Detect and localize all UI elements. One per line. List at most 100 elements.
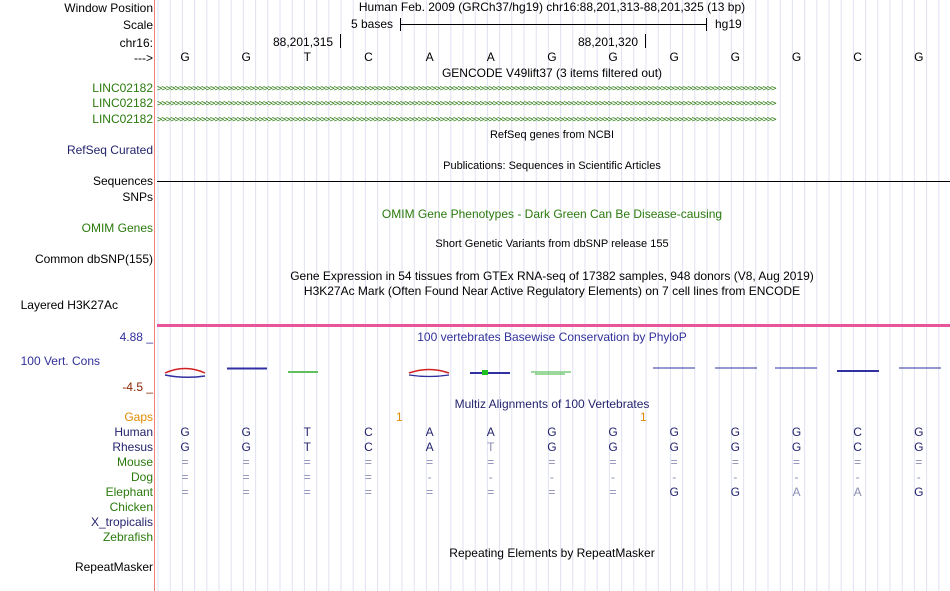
label-chrom: chr16:: [119, 36, 153, 50]
label-repeatmasker[interactable]: RepeatMasker: [74, 560, 153, 574]
scale-bar: [400, 24, 706, 25]
sequence-base: C: [364, 50, 373, 64]
elephant-aligned-base: =: [181, 485, 189, 499]
phylop-wiggle[interactable]: [155, 360, 950, 382]
phylop-track-title: 100 vertebrates Basewise Conservation by…: [417, 330, 687, 344]
elephant-aligned-base: =: [426, 485, 434, 499]
human-aligned-base: G: [669, 425, 679, 439]
mouse-aligned-base: =: [181, 455, 189, 469]
gap-count-2[interactable]: 1: [640, 410, 647, 424]
phylop-mark-2: [227, 367, 267, 370]
label-sequences[interactable]: Sequences: [92, 174, 153, 188]
assembly-position-text: Human Feb. 2009 (GRCh37/hg19) chr16:88,2…: [358, 0, 746, 14]
dog-aligned-base: -: [672, 470, 677, 484]
label-refseq-curated[interactable]: RefSeq Curated: [66, 143, 153, 157]
mouse-aligned-base: =: [792, 455, 800, 469]
elephant-aligned-base: =: [487, 485, 495, 499]
ruler-position-1: 88,201,315: [273, 35, 334, 49]
label-human[interactable]: Human: [114, 425, 153, 439]
elephant-aligned-base: A: [792, 485, 801, 499]
human-aligned-base: G: [791, 425, 802, 439]
sequence-base: A: [486, 50, 495, 64]
dog-aligned-base: -: [611, 470, 616, 484]
rhesus-aligned-base: G: [730, 440, 741, 454]
mouse-aligned-base: =: [364, 455, 372, 469]
label-linc02182-3[interactable]: LINC02182: [92, 112, 153, 126]
linc02182-gene-2[interactable]: >>>>>>>>>>>>>>>>>>>>>>>>>>>>>>>>>>>>>>>>…: [157, 99, 777, 109]
sequence-base: G: [914, 50, 924, 64]
phylop-peak-4: [408, 368, 450, 374]
rhesus-aligned-base: G: [914, 440, 924, 454]
elephant-aligned-base: G: [914, 485, 924, 499]
elephant-aligned-base: G: [730, 485, 741, 499]
mouse-aligned-base: =: [731, 455, 739, 469]
label-gaps[interactable]: Gaps: [124, 410, 153, 424]
sequence-base: G: [791, 50, 802, 64]
phylop-dip-4: [408, 374, 450, 378]
label-linc02182-1[interactable]: LINC02182: [92, 81, 153, 95]
gencode-track-title: GENCODE V49lift37 (3 items filtered out): [441, 66, 663, 80]
label-layered-h3k27ac[interactable]: Layered H3K27Ac: [20, 298, 118, 312]
mouse-aligned-base: =: [303, 455, 311, 469]
label-x-tropicalis[interactable]: X_tropicalis: [90, 515, 153, 529]
human-aligned-base: G: [241, 425, 251, 439]
label-linc02182-2[interactable]: LINC02182: [92, 96, 153, 110]
cons-min-value: -4.5 _: [122, 380, 153, 394]
scale-bar-left-tick: [400, 18, 401, 31]
label-snps[interactable]: SNPs: [122, 190, 153, 204]
label-common-dbsnp[interactable]: Common dbSNP(155): [34, 252, 153, 266]
human-aligned-base: G: [730, 425, 741, 439]
label-omim-genes[interactable]: OMIM Genes: [81, 221, 153, 235]
cons-max-value: 4.88 _: [119, 330, 153, 344]
phylop-mark-5: [470, 372, 510, 374]
label-dog[interactable]: Dog: [130, 470, 153, 484]
mouse-aligned-base: =: [548, 455, 556, 469]
label-zebrafish[interactable]: Zebrafish: [102, 530, 153, 544]
human-aligned-base: G: [914, 425, 924, 439]
dbsnp-track-title: Short Genetic Variants from dbSNP releas…: [435, 238, 669, 250]
repeatmasker-track-title: Repeating Elements by RepeatMasker: [449, 546, 655, 560]
elephant-aligned-base: =: [303, 485, 311, 499]
elephant-aligned-base: A: [853, 485, 862, 499]
sequence-base: T: [303, 50, 311, 64]
dog-aligned-base: =: [364, 470, 372, 484]
rhesus-aligned-base: C: [853, 440, 862, 454]
rhesus-aligned-base: C: [364, 440, 373, 454]
label-rhesus[interactable]: Rhesus: [112, 440, 153, 454]
phylop-mark-5b: [482, 370, 488, 375]
linc02182-gene-1[interactable]: >>>>>>>>>>>>>>>>>>>>>>>>>>>>>>>>>>>>>>>>…: [157, 84, 777, 94]
rhesus-aligned-base: G: [180, 440, 190, 454]
scale-bar-right-tick: [706, 18, 707, 31]
human-aligned-base: A: [486, 425, 495, 439]
label-mouse[interactable]: Mouse: [116, 455, 153, 469]
rhesus-aligned-base: G: [608, 440, 618, 454]
gap-count-1[interactable]: 1: [396, 410, 403, 424]
ruler-tick-1: [340, 34, 341, 48]
mouse-aligned-base: =: [854, 455, 862, 469]
dog-aligned-base: -: [488, 470, 493, 484]
dog-aligned-base: -: [916, 470, 921, 484]
mouse-aligned-base: =: [242, 455, 250, 469]
label-chicken[interactable]: Chicken: [109, 500, 153, 514]
h3k27ac-track-title: H3K27Ac Mark (Often Found Near Active Re…: [303, 284, 801, 298]
mouse-aligned-base: =: [426, 455, 434, 469]
elephant-aligned-base: G: [669, 485, 679, 499]
rhesus-aligned-base: G: [241, 440, 251, 454]
sequence-base: G: [180, 50, 190, 64]
linc02182-gene-3[interactable]: >>>>>>>>>>>>>>>>>>>>>>>>>>>>>>>>>>>>>>>>…: [157, 115, 777, 125]
human-aligned-base: G: [608, 425, 618, 439]
human-aligned-base: G: [180, 425, 190, 439]
mouse-aligned-base: =: [487, 455, 495, 469]
label-divider: [154, 0, 155, 591]
dog-aligned-base: =: [181, 470, 189, 484]
sequence-track-line: [157, 181, 950, 182]
multiz-track-title: Multiz Alignments of 100 Vertebrates: [454, 397, 650, 411]
label-elephant[interactable]: Elephant: [105, 485, 153, 499]
dog-aligned-base: =: [303, 470, 311, 484]
label-100-vert-cons[interactable]: 100 Vert. Cons: [20, 354, 100, 368]
dog-aligned-base: =: [242, 470, 250, 484]
h3k27ac-signal-bar[interactable]: [157, 324, 950, 327]
human-aligned-base: A: [425, 425, 434, 439]
refseq-track-title: RefSeq genes from NCBI: [489, 129, 615, 141]
omim-track-title: OMIM Gene Phenotypes - Dark Green Can Be…: [381, 207, 723, 221]
